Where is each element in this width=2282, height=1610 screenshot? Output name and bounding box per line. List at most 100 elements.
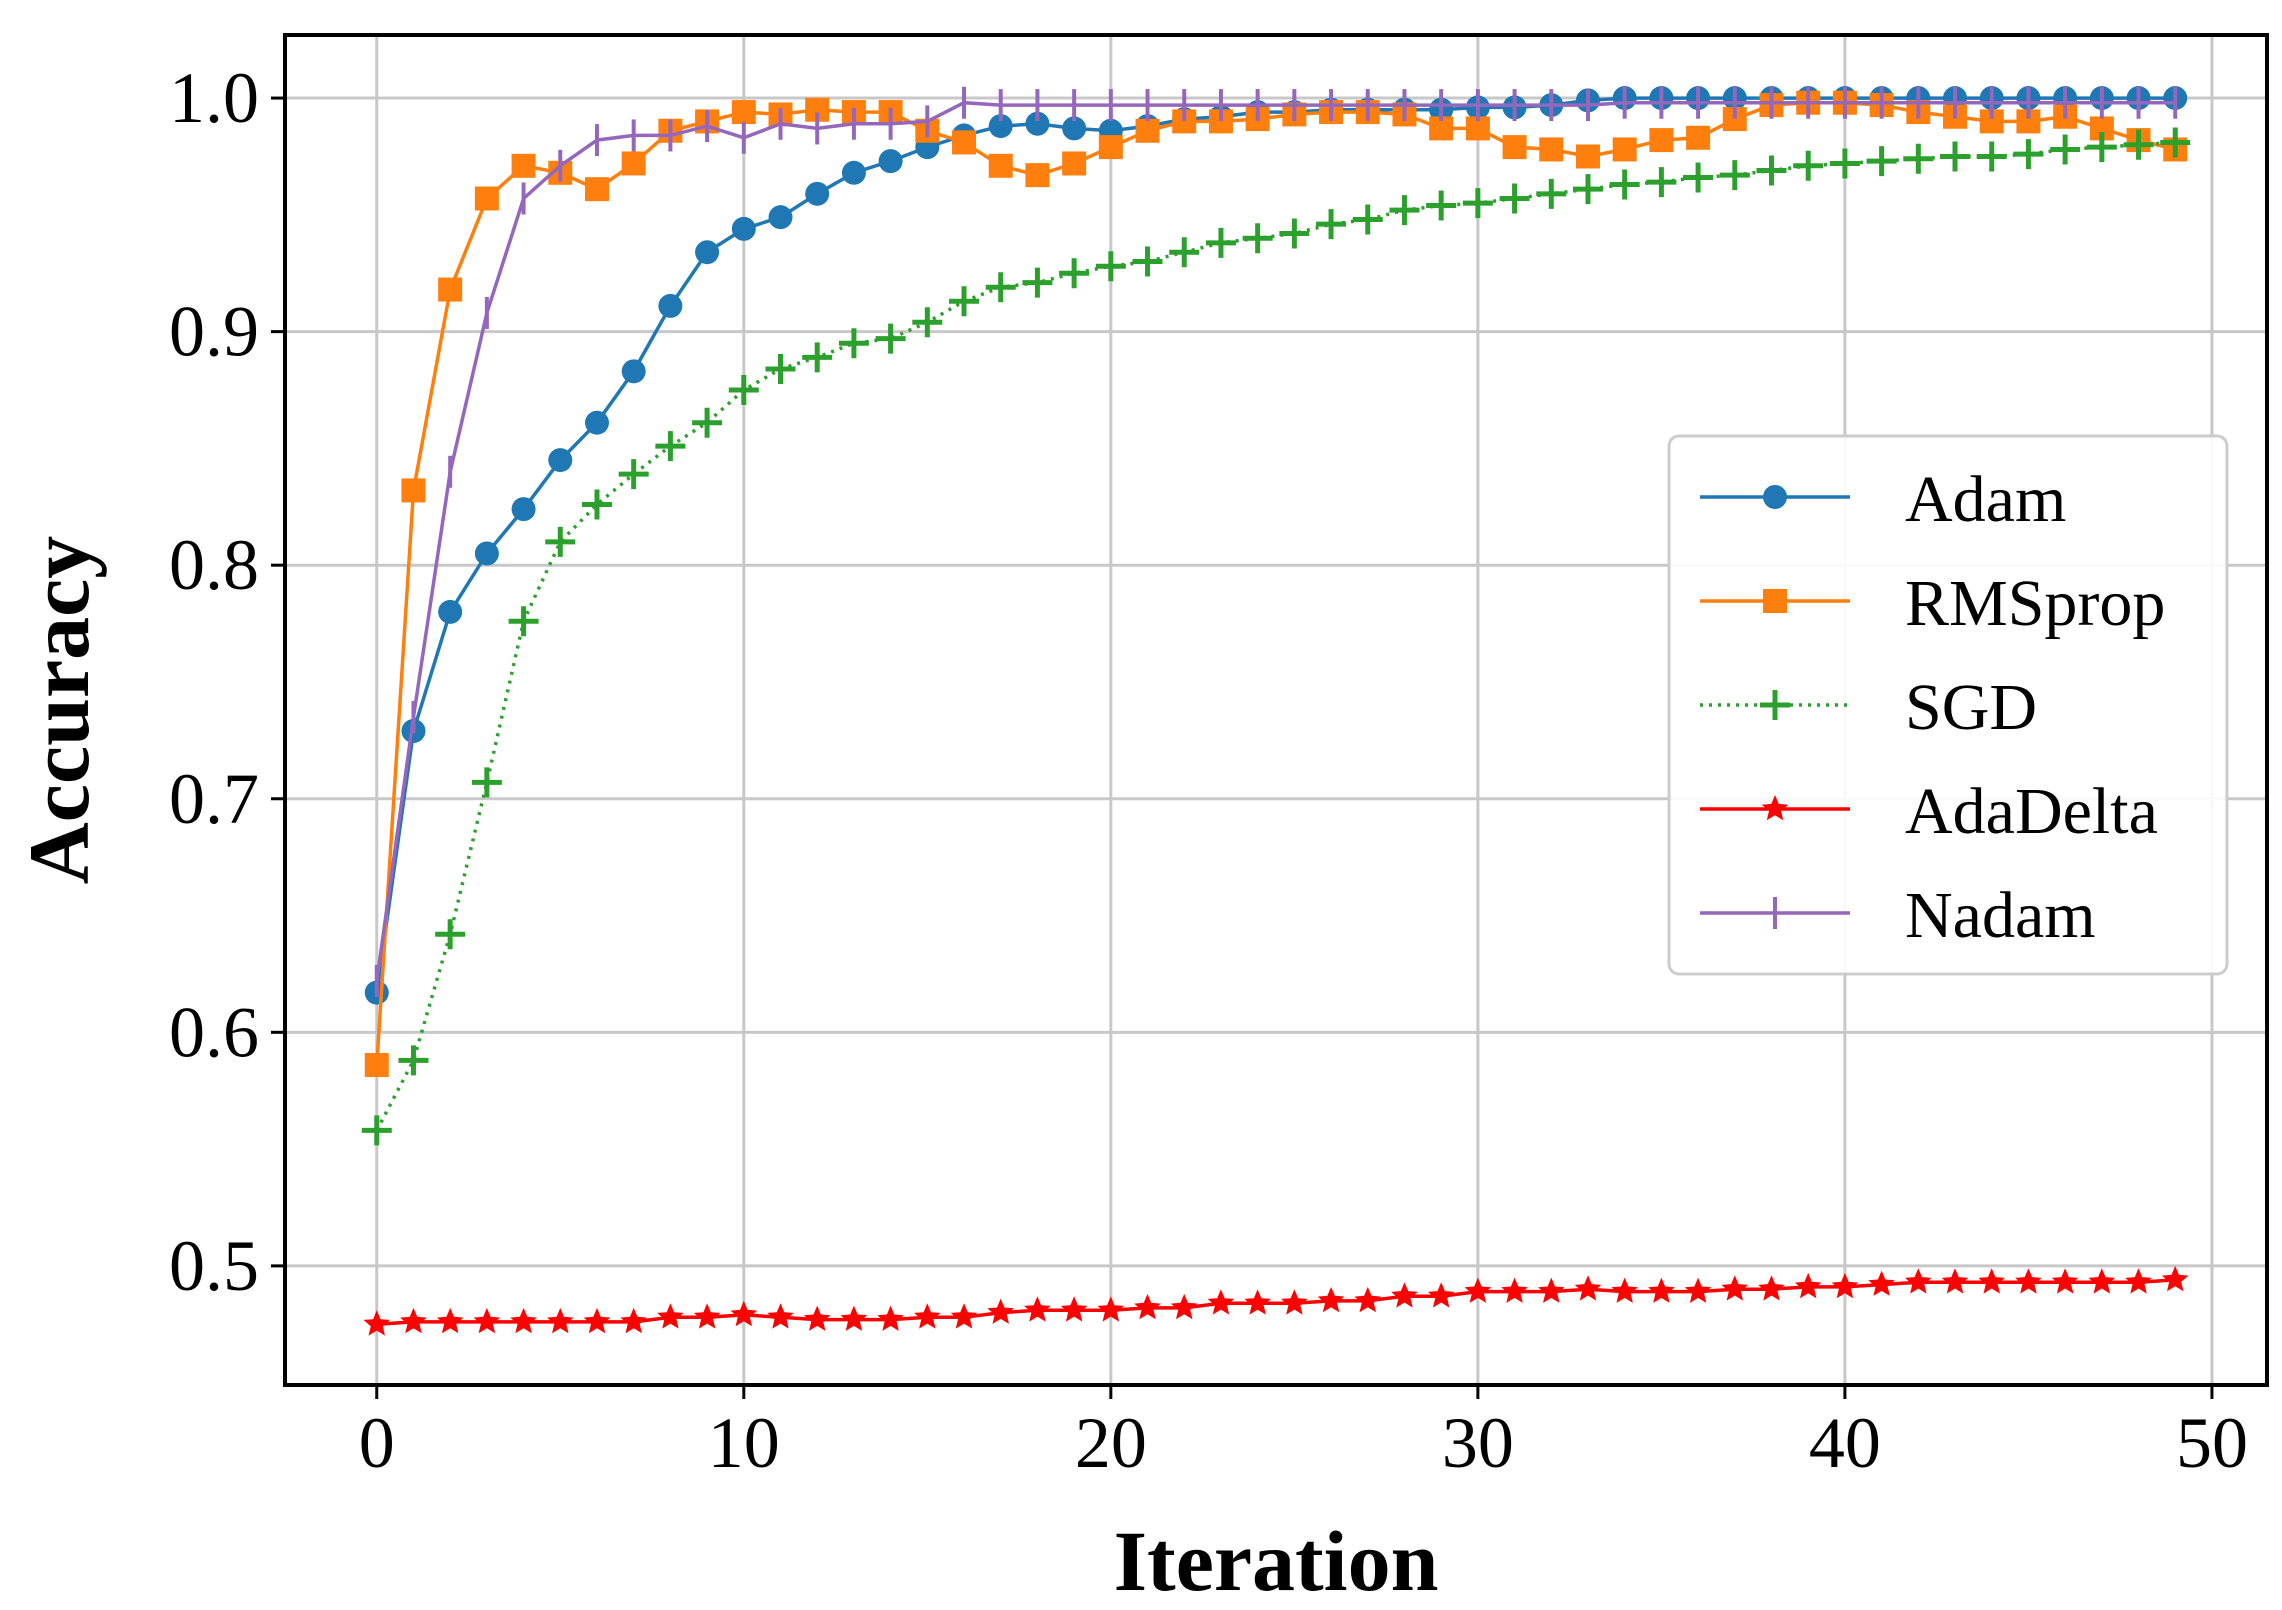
data-point-sgd (1462, 188, 1493, 219)
data-point-rmsprop (1465, 116, 1490, 141)
data-point-adadelta (2051, 1268, 2079, 1294)
legend-item-rmsprop: RMSprop (1700, 567, 2165, 640)
data-point-adadelta (1501, 1277, 1528, 1303)
legend-label-nadam: Nadam (1905, 879, 2096, 952)
y-tick-label: 0.8 (169, 525, 259, 605)
data-point-adadelta (1538, 1277, 1565, 1303)
data-point-adadelta (510, 1307, 537, 1334)
data-point-rmsprop (1649, 128, 1674, 153)
series-line-nadam (375, 100, 2176, 982)
data-point-adam (438, 599, 463, 624)
data-point-adadelta (1611, 1277, 1638, 1303)
data-point-rmsprop (988, 153, 1013, 178)
data-point-adadelta (693, 1303, 721, 1329)
data-point-adadelta (657, 1303, 684, 1329)
data-point-adadelta (1317, 1286, 1345, 1313)
data-point-sgd (2160, 127, 2191, 158)
data-point-adam (695, 240, 720, 265)
legend-marker-adam (1763, 485, 1787, 509)
data-point-rmsprop (1135, 118, 1160, 143)
data-point-sgd (1719, 160, 1750, 191)
plot-frame (283, 33, 2269, 1387)
legend-item-sgd: SGD (1700, 671, 2037, 744)
data-point-sgd (1793, 150, 1824, 181)
data-point-sgd (912, 307, 943, 338)
data-point-sgd (2123, 129, 2154, 160)
y-tick-label: 0.7 (169, 759, 259, 839)
data-point-rmsprop (438, 277, 463, 302)
data-point-adadelta (1134, 1293, 1161, 1320)
data-point-adadelta (1281, 1289, 1308, 1315)
data-point-adadelta (1758, 1275, 1785, 1301)
data-point-rmsprop (621, 151, 646, 176)
data-point-sgd (1903, 143, 1934, 174)
data-point-rmsprop (1722, 107, 1747, 132)
data-point-sgd (1169, 237, 1200, 268)
data-point-adam (731, 216, 756, 241)
series-layer (361, 86, 2191, 1336)
legend: Adam RMSprop SGD AdaDelta Nadam (1667, 434, 2229, 976)
data-point-adadelta (1978, 1268, 2005, 1294)
data-point-adadelta (914, 1303, 941, 1329)
data-point-sgd (1940, 141, 1971, 172)
data-point-sgd (1132, 246, 1163, 277)
data-point-rmsprop (474, 186, 499, 211)
y-tick-label: 0.9 (169, 292, 259, 372)
data-point-rmsprop (1025, 163, 1050, 188)
data-point-adam (658, 293, 683, 318)
data-point-adadelta (583, 1307, 611, 1334)
data-point-sgd (1536, 178, 1567, 209)
y-tick-label: 0.6 (169, 992, 259, 1072)
data-point-adadelta (1464, 1277, 1492, 1303)
data-point-sgd (618, 459, 649, 490)
data-point-adadelta (1391, 1282, 1418, 1308)
data-point-rmsprop (364, 1053, 389, 1078)
data-point-adam (768, 205, 793, 230)
legend-item-nadam: Nadam (1700, 879, 2096, 952)
data-point-adam (988, 114, 1013, 139)
series-sgd (361, 127, 2191, 1146)
y-tick-label: 1.0 (169, 58, 259, 138)
data-point-sgd (1279, 218, 1310, 249)
data-point-sgd (2050, 134, 2081, 165)
data-point-rmsprop (1539, 137, 1564, 162)
data-point-sgd (728, 375, 759, 406)
data-point-rmsprop (401, 478, 426, 503)
data-point-sgd (765, 353, 796, 384)
data-point-rmsprop (1612, 137, 1637, 162)
y-axis-label: Accuracy (11, 536, 107, 885)
data-point-adadelta (767, 1303, 794, 1329)
data-point-sgd (361, 1115, 392, 1146)
data-point-sgd (1572, 174, 1603, 205)
x-tick-label: 40 (1809, 1403, 1881, 1483)
data-point-adam (878, 149, 903, 174)
data-point-rmsprop (1686, 125, 1711, 150)
data-point-adadelta (2125, 1268, 2152, 1294)
data-point-adadelta (730, 1300, 758, 1327)
data-point-sgd (692, 407, 723, 438)
series-rmsprop (364, 90, 2188, 1078)
data-point-adadelta (1868, 1270, 1895, 1296)
data-point-adadelta (620, 1307, 647, 1334)
data-point-adadelta (363, 1310, 391, 1336)
legend-marker-rmsprop (1763, 589, 1787, 613)
data-point-rmsprop (584, 177, 609, 202)
data-point-adadelta (1941, 1268, 1969, 1294)
data-point-sgd (1756, 155, 1787, 186)
data-point-adadelta (1097, 1296, 1125, 1322)
data-point-rmsprop (952, 130, 977, 155)
data-point-adadelta (1170, 1293, 1198, 1320)
data-point-adam (511, 497, 536, 522)
data-point-adadelta (1354, 1286, 1382, 1313)
data-point-sgd (2086, 132, 2117, 163)
tick-layer: 0 10 20 30 40 50 0.5 0.6 0.7 0.8 0.9 1.0 (169, 58, 2248, 1483)
data-point-adadelta (803, 1305, 831, 1331)
data-point-adadelta (1427, 1282, 1455, 1308)
data-point-rmsprop (1429, 116, 1454, 141)
data-point-adadelta (1207, 1289, 1235, 1315)
data-point-rmsprop (1062, 151, 1087, 176)
data-point-sgd (471, 767, 502, 798)
data-point-sgd (508, 606, 539, 637)
data-point-sgd (1683, 162, 1714, 193)
legend-label-adam: Adam (1905, 463, 2066, 536)
